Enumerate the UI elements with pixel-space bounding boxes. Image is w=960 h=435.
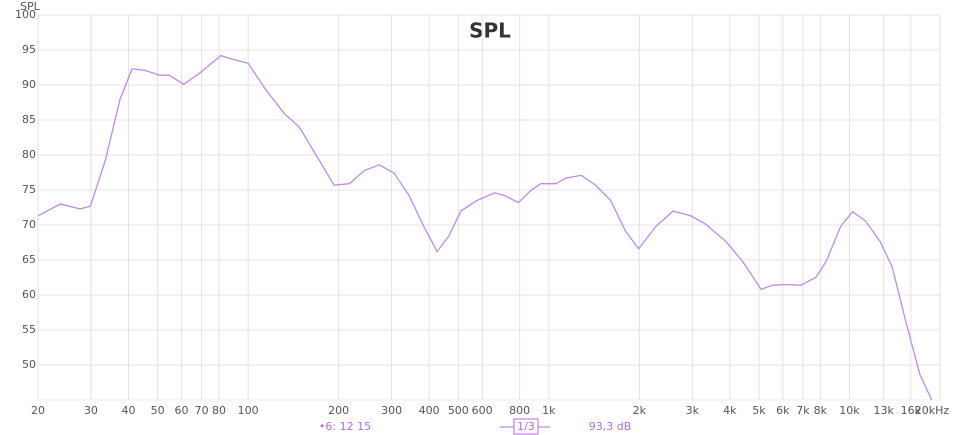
smoothing-box[interactable] bbox=[513, 418, 539, 435]
smoothing-value[interactable]: 1/3 bbox=[517, 420, 535, 433]
y-tick-label: 50 bbox=[22, 358, 36, 371]
level-readout: 93,3 dB bbox=[589, 420, 632, 433]
x-tick-label: 40 bbox=[122, 404, 136, 417]
x-tick-label: 4k bbox=[723, 404, 737, 417]
x-tick-label: 1k bbox=[542, 404, 556, 417]
y-tick-label: 70 bbox=[22, 218, 36, 231]
x-tick-label: 30 bbox=[84, 404, 98, 417]
y-tick-label: 60 bbox=[22, 288, 36, 301]
y-tick-label: 80 bbox=[22, 148, 36, 161]
x-tick-label: 8k bbox=[814, 404, 828, 417]
spl-curve bbox=[37, 54, 933, 401]
x-tick-label: 200 bbox=[328, 404, 349, 417]
x-tick-label: 3k bbox=[686, 404, 700, 417]
x-tick-label: 7k bbox=[796, 404, 810, 417]
x-tick-label: 13k bbox=[874, 404, 895, 417]
x-tick-label: 20 bbox=[31, 404, 45, 417]
plot-area bbox=[37, 14, 941, 401]
y-tick-label: 100 bbox=[15, 8, 36, 21]
x-tick-label: 800 bbox=[509, 404, 530, 417]
x-tick-label: 60 bbox=[174, 404, 188, 417]
x-tick-label: 600 bbox=[472, 404, 493, 417]
x-tick-label: 16k bbox=[901, 404, 922, 417]
x-tick-label: 300 bbox=[381, 404, 402, 417]
x-tick-label: 100 bbox=[238, 404, 259, 417]
x-tick-label: 50 bbox=[151, 404, 165, 417]
x-tick-label: 20kHz bbox=[915, 404, 950, 417]
y-tick-label: 95 bbox=[22, 43, 36, 56]
x-tick-label: 10k bbox=[839, 404, 860, 417]
y-axis-label: SPL bbox=[20, 0, 41, 13]
y-tick-label: 65 bbox=[22, 253, 36, 266]
x-tick-label: 500 bbox=[448, 404, 469, 417]
x-tick-label: 80 bbox=[212, 404, 226, 417]
x-tick-label: 2k bbox=[633, 404, 647, 417]
y-tick-label: 55 bbox=[22, 323, 36, 336]
x-tick-label: 400 bbox=[419, 404, 440, 417]
x-tick-label: 5k bbox=[752, 404, 766, 417]
y-tick-label: 90 bbox=[22, 78, 36, 91]
x-tick-label: 70 bbox=[195, 404, 209, 417]
y-tick-label: 75 bbox=[22, 183, 36, 196]
cursor-readout: •6: 12 15 bbox=[319, 420, 371, 433]
x-tick-label: 6k bbox=[776, 404, 790, 417]
chart-title: SPL bbox=[469, 19, 511, 43]
y-tick-label: 85 bbox=[22, 113, 36, 126]
